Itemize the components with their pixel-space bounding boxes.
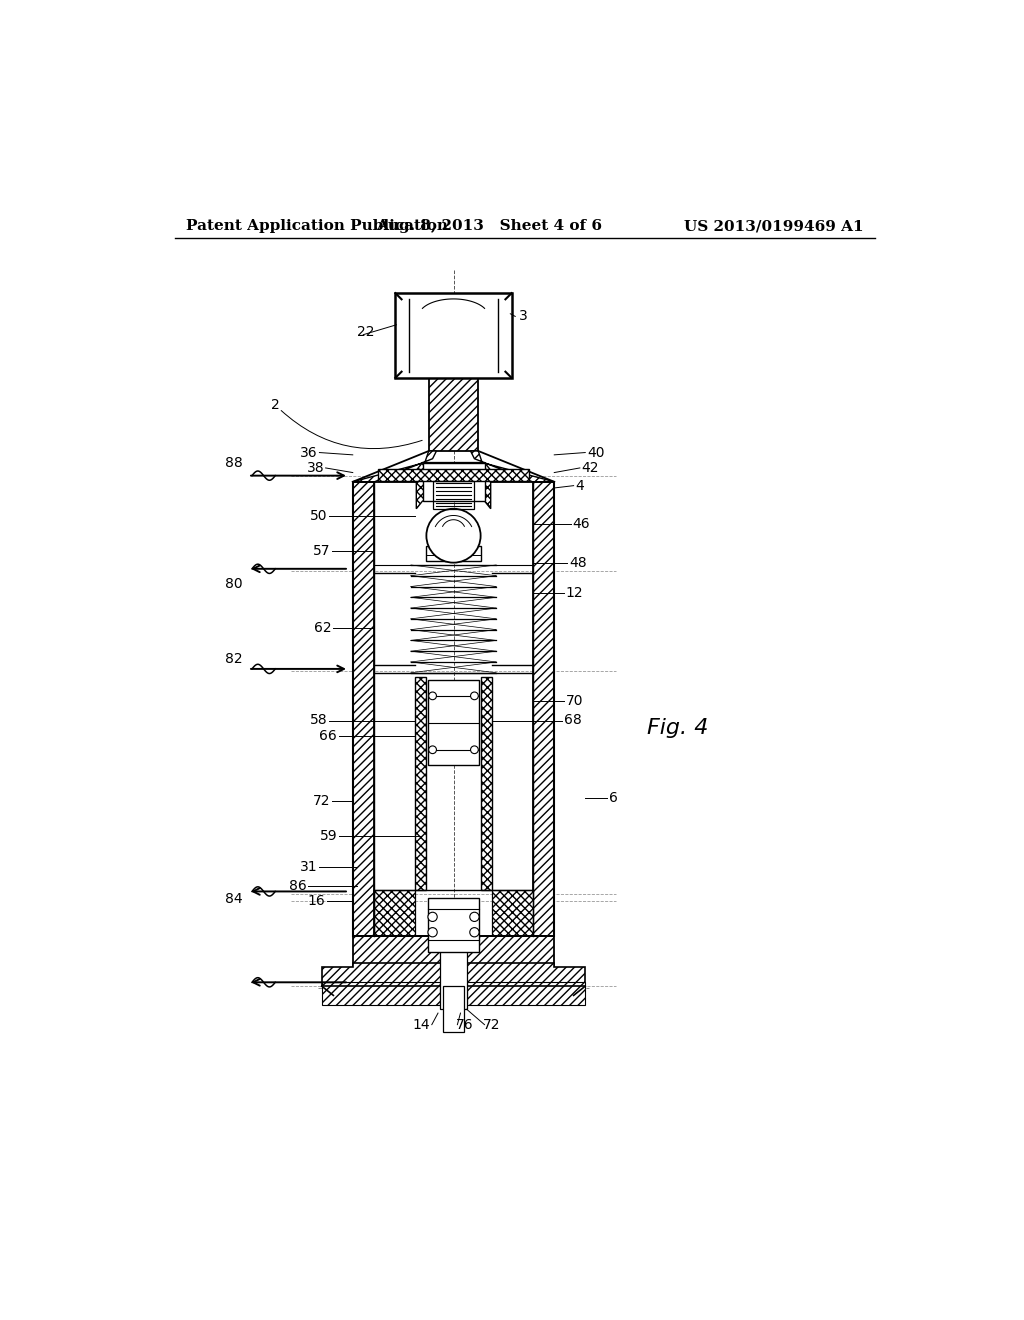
Circle shape bbox=[471, 692, 478, 700]
Polygon shape bbox=[322, 982, 439, 1006]
Polygon shape bbox=[471, 451, 554, 482]
Text: 12: 12 bbox=[566, 586, 584, 601]
Circle shape bbox=[426, 508, 480, 562]
Polygon shape bbox=[352, 936, 554, 966]
Text: Aug. 8, 2013   Sheet 4 of 6: Aug. 8, 2013 Sheet 4 of 6 bbox=[376, 219, 602, 234]
Bar bbox=[423, 462, 484, 502]
Polygon shape bbox=[429, 378, 478, 451]
Polygon shape bbox=[532, 482, 554, 936]
Text: 4: 4 bbox=[575, 479, 584, 492]
Polygon shape bbox=[493, 890, 532, 936]
Text: 38: 38 bbox=[306, 461, 324, 475]
Polygon shape bbox=[375, 890, 415, 936]
Text: 86: 86 bbox=[289, 879, 306, 894]
Text: 48: 48 bbox=[569, 556, 587, 570]
Text: 80: 80 bbox=[225, 577, 243, 591]
Text: 46: 46 bbox=[572, 517, 590, 531]
Text: 3: 3 bbox=[519, 309, 528, 323]
Text: 68: 68 bbox=[563, 714, 582, 727]
Polygon shape bbox=[378, 470, 528, 480]
Text: 66: 66 bbox=[319, 729, 337, 743]
Text: 84: 84 bbox=[225, 892, 243, 906]
Text: Patent Application Publication: Patent Application Publication bbox=[186, 219, 449, 234]
Circle shape bbox=[429, 692, 436, 700]
Text: 22: 22 bbox=[356, 325, 374, 339]
Circle shape bbox=[428, 912, 437, 921]
Text: 58: 58 bbox=[309, 714, 328, 727]
Polygon shape bbox=[481, 677, 493, 890]
Polygon shape bbox=[415, 677, 426, 890]
Circle shape bbox=[470, 912, 479, 921]
Text: 31: 31 bbox=[300, 859, 317, 874]
Bar bbox=[428, 898, 479, 952]
Text: 6: 6 bbox=[608, 791, 617, 804]
Bar bbox=[395, 293, 512, 378]
Circle shape bbox=[428, 928, 437, 937]
Text: 42: 42 bbox=[582, 461, 599, 475]
Polygon shape bbox=[467, 982, 586, 1006]
Text: 72: 72 bbox=[483, 1018, 501, 1032]
Text: US 2013/0199469 A1: US 2013/0199469 A1 bbox=[684, 219, 863, 234]
Text: 16: 16 bbox=[308, 895, 326, 908]
Polygon shape bbox=[352, 482, 375, 936]
Polygon shape bbox=[322, 964, 586, 986]
Text: Fig. 4: Fig. 4 bbox=[647, 718, 709, 738]
Text: 76: 76 bbox=[456, 1018, 473, 1032]
Text: 82: 82 bbox=[225, 652, 243, 665]
Text: 57: 57 bbox=[312, 544, 331, 558]
Bar bbox=[442, 986, 464, 1032]
Text: 2: 2 bbox=[271, 397, 281, 412]
Text: 72: 72 bbox=[312, 795, 331, 808]
Circle shape bbox=[470, 928, 479, 937]
Text: 36: 36 bbox=[300, 446, 317, 459]
Text: 50: 50 bbox=[309, 510, 328, 524]
Bar bbox=[426, 545, 481, 561]
Bar bbox=[439, 936, 467, 1010]
Polygon shape bbox=[352, 451, 436, 482]
Bar bbox=[428, 681, 479, 766]
Text: 14: 14 bbox=[413, 1018, 430, 1032]
Text: 88: 88 bbox=[225, 455, 243, 470]
Text: 62: 62 bbox=[314, 622, 332, 635]
Circle shape bbox=[471, 746, 478, 754]
Text: 70: 70 bbox=[566, 694, 584, 709]
Polygon shape bbox=[417, 462, 490, 508]
Text: 59: 59 bbox=[319, 829, 337, 843]
Bar bbox=[432, 480, 474, 508]
Circle shape bbox=[429, 746, 436, 754]
Text: 40: 40 bbox=[588, 446, 605, 459]
